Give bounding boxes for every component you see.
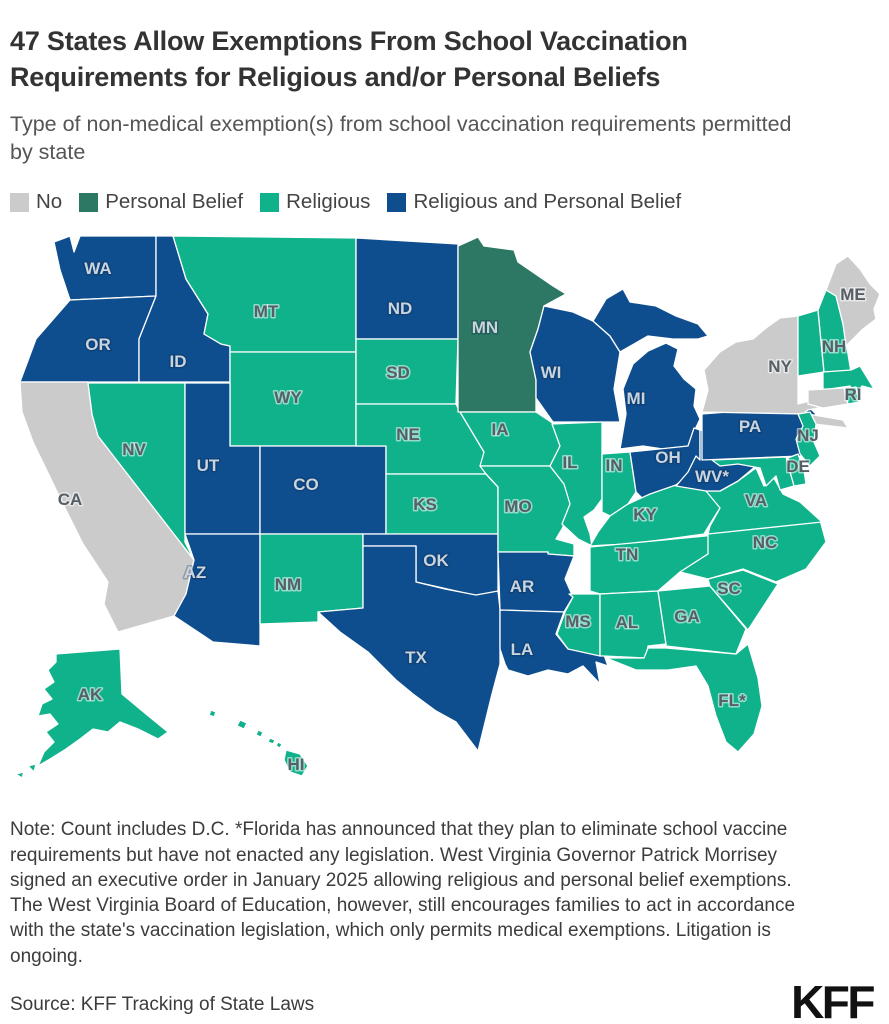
state-label-WY: WY	[274, 388, 302, 407]
state-label-NV: NV	[122, 440, 146, 459]
states-layer	[15, 235, 881, 779]
legend-label-religious-personal: Religious and Personal Belief	[413, 190, 682, 214]
legend-label-personal-belief: Personal Belief	[105, 190, 244, 214]
state-ME[interactable]	[825, 255, 881, 347]
legend-swatch-personal-belief	[79, 192, 99, 212]
state-label-UT: UT	[197, 456, 220, 475]
state-label-MI: MI	[627, 389, 646, 408]
source-text: Source: KFF Tracking of State Laws	[10, 993, 315, 1015]
legend-item-personal-belief: Personal Belief	[79, 190, 243, 214]
state-label-AZ: AZ	[184, 563, 207, 582]
state-label-MN: MN	[472, 318, 498, 337]
state-FL[interactable]	[605, 643, 763, 753]
state-NJ[interactable]	[795, 411, 821, 467]
state-label-WA: WA	[84, 259, 111, 278]
state-SC[interactable]	[707, 569, 779, 631]
state-CO[interactable]	[259, 445, 387, 535]
state-label-WI: WI	[541, 363, 562, 382]
state-label-AK: AK	[78, 685, 103, 704]
legend: No Personal Belief Religious Religious a…	[10, 190, 881, 214]
state-label-MS: MS	[565, 612, 591, 631]
state-label-TN: TN	[616, 545, 639, 564]
kff-logo[interactable]: KFF	[791, 975, 875, 1024]
state-label-RI: RI	[845, 385, 862, 404]
page-subtitle: Type of non-medical exemption(s) from sc…	[10, 112, 792, 164]
state-CT[interactable]	[807, 387, 849, 409]
legend-label-religious: Religious	[286, 190, 371, 214]
state-label-NC: NC	[753, 533, 778, 552]
state-label-OK: OK	[423, 551, 449, 570]
state-label-NJ: NJ	[797, 426, 819, 445]
state-TX[interactable]	[317, 545, 501, 752]
state-label-ID: ID	[170, 352, 187, 371]
state-label-NM: NM	[275, 575, 301, 594]
state-label-AR: AR	[510, 577, 535, 596]
legend-item-religious-personal: Religious and Personal Belief	[387, 190, 681, 214]
state-label-WV: WV*	[695, 467, 729, 486]
state-label-IA: IA	[492, 420, 509, 439]
state-IL[interactable]	[549, 421, 603, 547]
state-NC[interactable]	[679, 519, 827, 583]
state-AK[interactable]	[15, 648, 169, 779]
state-label-HI: HI	[288, 755, 305, 774]
state-label-ME: ME	[840, 285, 866, 304]
state-label-IN: IN	[606, 456, 623, 475]
state-label-SC: SC	[717, 579, 741, 598]
state-label-OR: OR	[85, 335, 111, 354]
state-ND[interactable]	[355, 237, 459, 340]
state-HI[interactable]	[208, 709, 309, 777]
state-label-PA: PA	[739, 417, 761, 436]
state-label-NE: NE	[396, 425, 420, 444]
state-label-NY: NY	[768, 357, 792, 376]
state-label-ND: ND	[388, 299, 413, 318]
state-label-AL: AL	[616, 613, 639, 632]
state-label-NH: NH	[822, 337, 847, 356]
legend-swatch-no	[10, 192, 29, 212]
state-label-MT: MT	[254, 302, 279, 321]
state-label-CA: CA	[58, 490, 83, 509]
state-labels-layer: WA OR CA ID NV MT WY UT CO AZ NM ND SD N…	[56, 258, 867, 776]
state-MD[interactable]	[711, 456, 795, 491]
state-label-LA: LA	[511, 640, 534, 659]
legend-item-no: No	[10, 190, 62, 214]
state-MN[interactable]	[457, 236, 567, 413]
legend-swatch-religious-personal	[387, 192, 407, 212]
state-label-CO: CO	[293, 475, 319, 494]
state-label-VA: VA	[745, 491, 767, 510]
state-label-DE: DE	[786, 457, 810, 476]
legend-label-no: No	[36, 190, 63, 214]
state-label-OH: OH	[655, 448, 681, 467]
state-label-GA: GA	[674, 607, 700, 626]
state-label-SD: SD	[386, 363, 410, 382]
legend-swatch-religious	[260, 192, 280, 212]
footnote: Note: Count includes D.C. *Florida has a…	[10, 819, 796, 967]
page-title: 47 States Allow Exemptions From School V…	[10, 26, 688, 92]
state-label-KS: KS	[413, 495, 437, 514]
state-label-KY: KY	[633, 505, 657, 524]
state-KS[interactable]	[385, 473, 499, 535]
state-label-FL: FL*	[718, 691, 746, 710]
footer-row: Source: KFF Tracking of State Laws KFF	[10, 979, 879, 1024]
us-choropleth-map: WA OR CA ID NV MT WY UT CO AZ NM ND SD N…	[8, 226, 881, 801]
legend-item-religious: Religious	[260, 190, 370, 214]
state-label-TX: TX	[405, 648, 427, 667]
state-label-MO: MO	[504, 497, 531, 516]
state-label-IL: IL	[562, 453, 577, 472]
